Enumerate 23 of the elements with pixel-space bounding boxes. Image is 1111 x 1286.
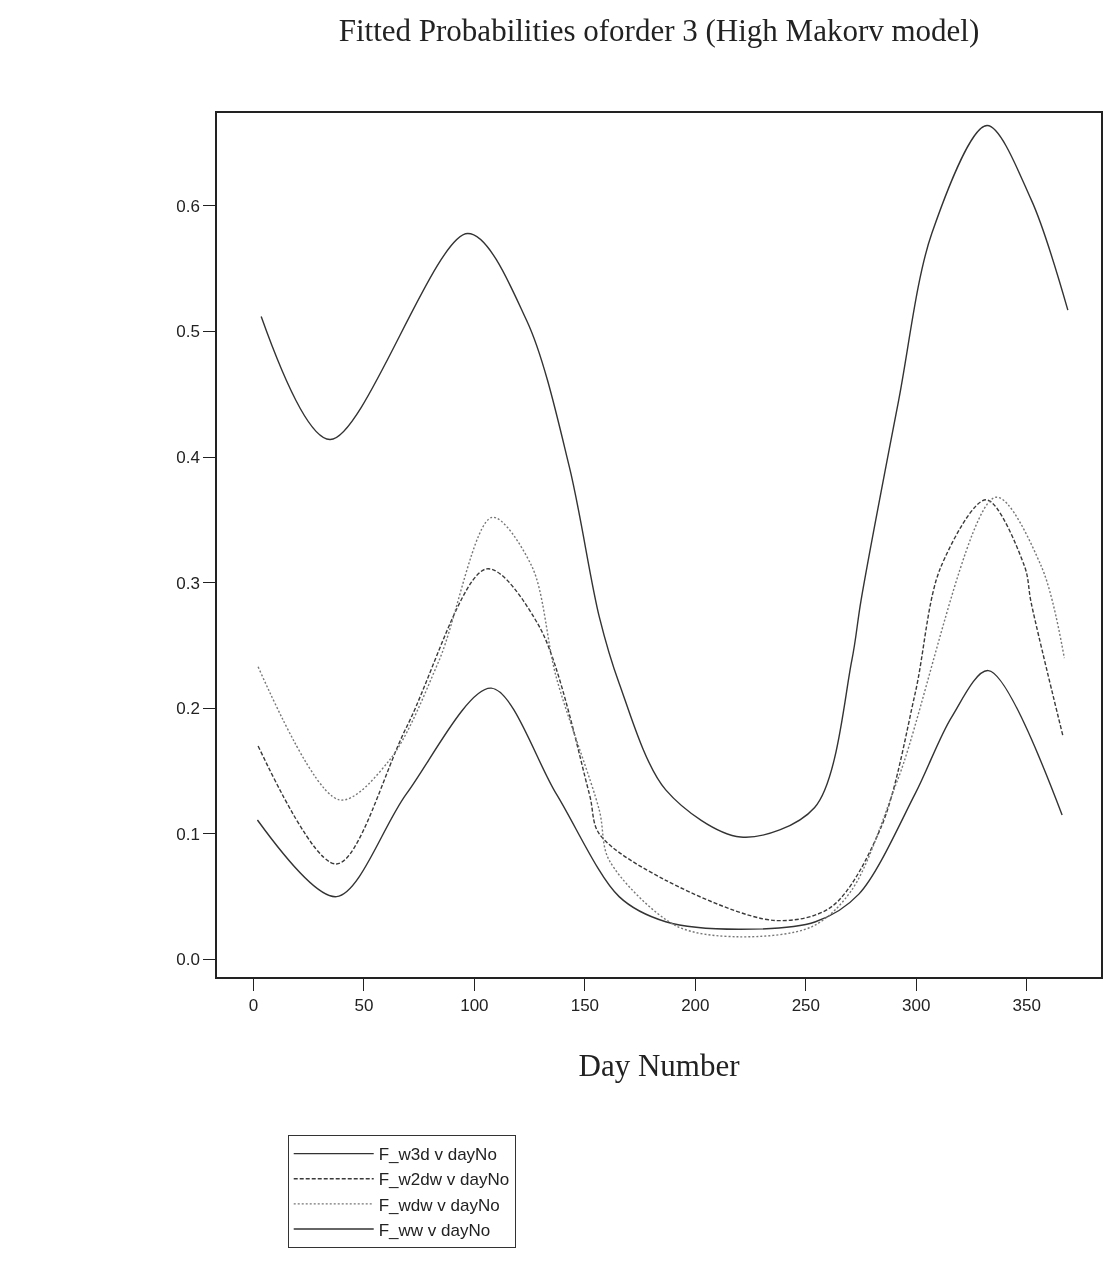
y-tick-label: 0.6 [176, 196, 200, 216]
legend-label: F_w2dw v dayNo [378, 1170, 510, 1190]
y-tick-label: 0.0 [176, 950, 200, 970]
x-tick-label: 200 [681, 996, 710, 1016]
line-series [256, 669, 1063, 930]
legend-label: F_w3d v dayNo [378, 1145, 497, 1165]
y-tick-label: 0.1 [176, 824, 200, 844]
legend-label: F_wdw v dayNo [378, 1195, 500, 1215]
x-tick-label: 300 [902, 996, 931, 1016]
line-series [260, 124, 1069, 838]
x-tick-label: 350 [1012, 996, 1041, 1016]
x-tick-label: 250 [791, 996, 821, 1016]
chart-title: Fitted Probabilities oforder 3 (High Makorv model) [338, 12, 980, 48]
y-tick-label: 0.2 [176, 699, 200, 719]
x-axis-title: Day Number [578, 1047, 741, 1083]
x-tick-label: 150 [570, 996, 600, 1016]
y-tick-label: 0.5 [176, 322, 200, 342]
y-tick-label: 0.3 [176, 573, 200, 593]
x-tick-label: 0 [248, 996, 259, 1016]
x-tick-label: 50 [354, 996, 374, 1016]
x-tick-label: 100 [460, 996, 489, 1016]
legend-label: F_ww v dayNo [378, 1220, 491, 1240]
y-tick-label: 0.4 [176, 448, 200, 468]
